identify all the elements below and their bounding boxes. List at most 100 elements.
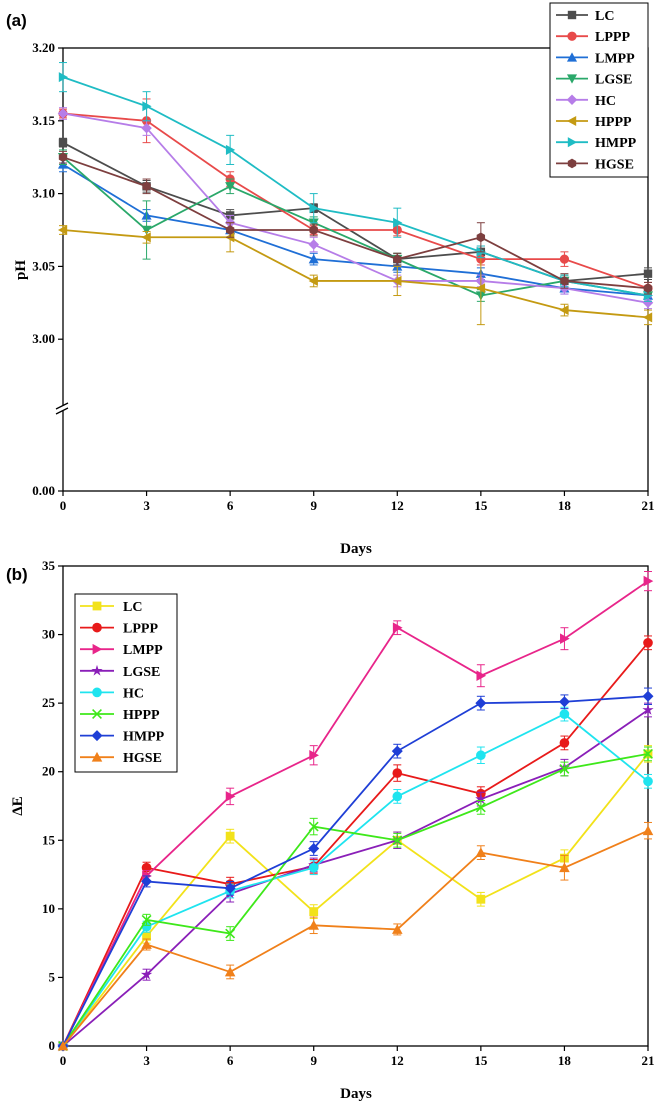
point-a-hppp — [57, 224, 68, 236]
point-b-hppp — [308, 821, 319, 832]
x-tick-label-b: 9 — [310, 1053, 317, 1068]
y-tick-label-b: 10 — [42, 901, 55, 916]
point-a-hgse — [643, 283, 653, 294]
x-tick-label-b: 18 — [558, 1053, 572, 1068]
y-tick-label-b: 0 — [49, 1038, 56, 1053]
line-b-lc — [62, 753, 649, 1047]
point-b-hc — [643, 776, 653, 787]
x-axis-title-b: Days — [340, 1086, 372, 1102]
point-a-hppp — [392, 275, 402, 286]
legend-marker-b — [92, 601, 102, 611]
y-tick-label-a: 3.15 — [32, 113, 55, 128]
point-b-lgse — [475, 793, 487, 804]
point-b-hmpp — [308, 843, 320, 855]
point-a-hgse — [476, 232, 486, 243]
axis-ticks-b: 0 5 10 15 20 25 30 35 0 3 6 9 12 15 18 21 — [42, 558, 655, 1068]
point-a-hgse — [393, 254, 402, 264]
y-tick-label-b: 35 — [42, 558, 56, 573]
legend-marker-b — [92, 643, 103, 655]
x-tick-label-a: 6 — [227, 498, 234, 513]
point-a-hppp — [559, 305, 569, 316]
point-a-lmpp — [308, 254, 319, 264]
legend-item-a: LGSE — [556, 73, 632, 88]
legend-item-b: LMPP — [80, 643, 163, 658]
point-a-hppp — [308, 275, 318, 286]
point-b-lgse — [642, 704, 654, 715]
series-group-a — [57, 62, 654, 326]
legend-item-a: LPPP — [556, 30, 630, 45]
legend-item-b: HMPP — [80, 730, 165, 745]
legend-marker-a — [566, 115, 577, 127]
point-b-hppp — [225, 928, 236, 939]
legend-label-a: HMPP — [595, 136, 637, 151]
line-b-hppp — [62, 753, 649, 1047]
point-b-hppp — [643, 748, 653, 759]
legend-item-b: LGSE — [80, 665, 160, 680]
legend-item-a: HC — [556, 94, 616, 109]
x-tick-label-b: 15 — [474, 1053, 488, 1068]
point-b-lmpp — [225, 791, 236, 802]
legend-label-a: HGSE — [595, 157, 634, 172]
point-b-hgse — [224, 966, 236, 977]
legend-marker-b — [91, 664, 103, 676]
legend-label-b: LC — [123, 600, 142, 615]
x-tick-label-a: 12 — [391, 498, 404, 513]
legend-label-b: LMPP — [123, 643, 163, 658]
legend-label-a: LGSE — [595, 73, 632, 88]
legend-item-b: LC — [80, 600, 142, 615]
point-b-hc — [476, 750, 486, 761]
legend-item-a: HGSE — [556, 157, 634, 172]
series-b-hgse — [57, 821, 654, 1051]
legend-marker-a — [566, 52, 578, 62]
legend-marker-a — [566, 74, 578, 84]
series-b-lmpp — [58, 570, 654, 1052]
x-tick-label-b: 0 — [60, 1053, 67, 1068]
legend-label-b: LPPP — [123, 622, 158, 637]
legend-item-a: LC — [556, 9, 614, 24]
series-b-hmpp — [57, 687, 654, 1052]
legend-label-a: HPPP — [595, 115, 632, 130]
line-b-lmpp — [62, 580, 649, 1047]
line-a-hc — [62, 112, 649, 304]
point-a-lgse — [225, 182, 236, 192]
point-b-lmpp — [476, 670, 487, 681]
point-a-lppp — [559, 254, 570, 264]
legend-item-b: HC — [80, 686, 144, 701]
legend-marker-b — [92, 709, 102, 719]
point-b-hgse — [141, 939, 152, 949]
x-tick-label-a: 0 — [60, 498, 67, 513]
axis-break-slash — [55, 402, 69, 410]
axis-break-a — [55, 402, 69, 415]
legend-marker-a — [567, 158, 577, 169]
point-a-hmpp — [309, 203, 319, 214]
line-a-lgse — [62, 156, 649, 297]
y-tick-label-b: 15 — [42, 832, 56, 847]
point-a-hc — [308, 239, 319, 250]
point-b-lc — [225, 831, 235, 841]
plot-frame-b — [62, 565, 649, 1047]
y-tick-label-a: 3.05 — [32, 258, 55, 273]
point-a-hppp — [141, 232, 151, 243]
legend-label-a: HC — [595, 94, 616, 109]
y-tick-label-b: 30 — [42, 627, 55, 642]
legend-label-a: LPPP — [595, 30, 630, 45]
panel-a-ph-chart: (a) 0.00 3.00 3.05 3.10 3.15 3.20 0 3 6 9 12 15 18 21… — [6, 2, 655, 557]
point-b-hmpp — [391, 745, 403, 757]
legend-marker-a — [567, 10, 577, 20]
y-tick-label-b: 20 — [42, 764, 55, 779]
point-b-lppp — [392, 768, 403, 778]
y-tick-label-b: 25 — [42, 695, 56, 710]
point-b-lmpp — [309, 749, 319, 761]
legend-label-b: HPPP — [123, 708, 160, 723]
legend-marker-b — [92, 687, 102, 698]
point-b-lc — [142, 931, 151, 941]
line-a-hppp — [62, 229, 649, 319]
point-b-lmpp — [560, 633, 570, 644]
point-a-hmpp — [643, 290, 654, 301]
y-axis-title-a: pH — [13, 260, 29, 280]
point-b-lc — [309, 907, 319, 916]
legend-label-b: HC — [123, 686, 144, 701]
point-b-hmpp — [141, 875, 153, 887]
panel-b-delta-e-chart: (b) 0 5 10 15 20 25 30 35 0 3 6 9 12 15 18 21 ΔE Days L… — [6, 558, 655, 1102]
